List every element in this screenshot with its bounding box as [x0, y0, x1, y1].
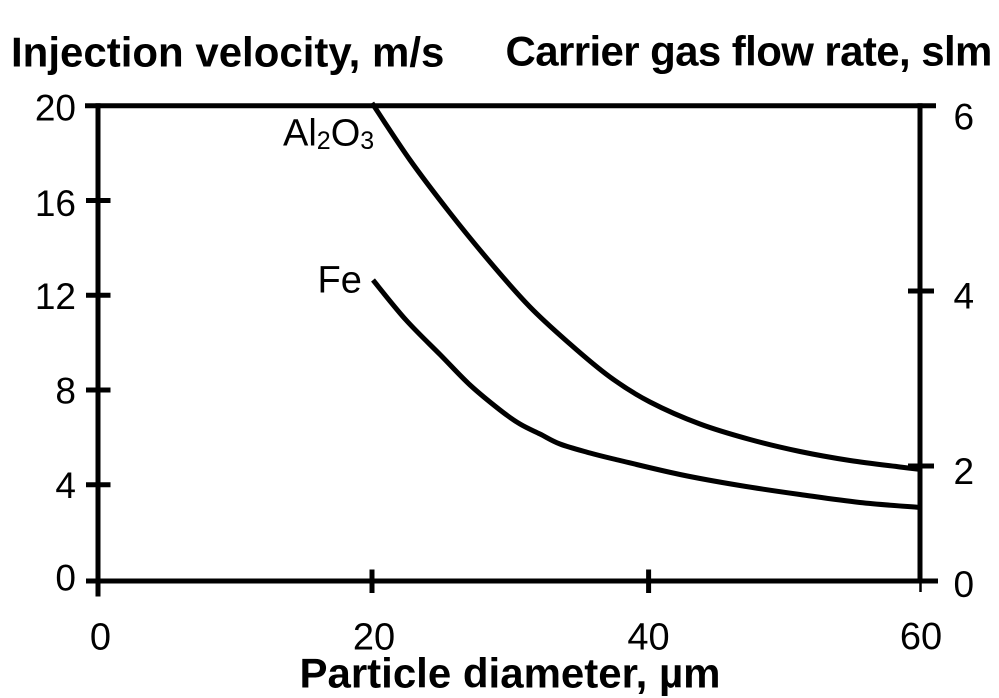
svg-text:Particle diameter, µm: Particle diameter, µm	[299, 650, 720, 697]
svg-text:2: 2	[954, 451, 975, 492]
svg-text:0: 0	[55, 558, 76, 599]
svg-text:20: 20	[35, 88, 76, 129]
svg-text:12: 12	[35, 276, 76, 317]
svg-text:Injection velocity, m/s: Injection velocity, m/s	[11, 29, 444, 76]
svg-text:0: 0	[954, 564, 975, 605]
svg-text:Carrier gas flow rate, slm: Carrier gas flow rate, slm	[506, 28, 992, 75]
svg-text:0: 0	[90, 616, 111, 658]
svg-text:4: 4	[55, 465, 76, 506]
svg-text:6: 6	[954, 97, 975, 138]
svg-text:40: 40	[627, 617, 669, 659]
svg-text:16: 16	[35, 183, 76, 224]
svg-text:4: 4	[954, 276, 975, 317]
svg-text:20: 20	[353, 617, 395, 659]
svg-text:8: 8	[55, 371, 76, 412]
svg-text:Fe: Fe	[318, 260, 362, 302]
svg-text:60: 60	[900, 616, 942, 658]
